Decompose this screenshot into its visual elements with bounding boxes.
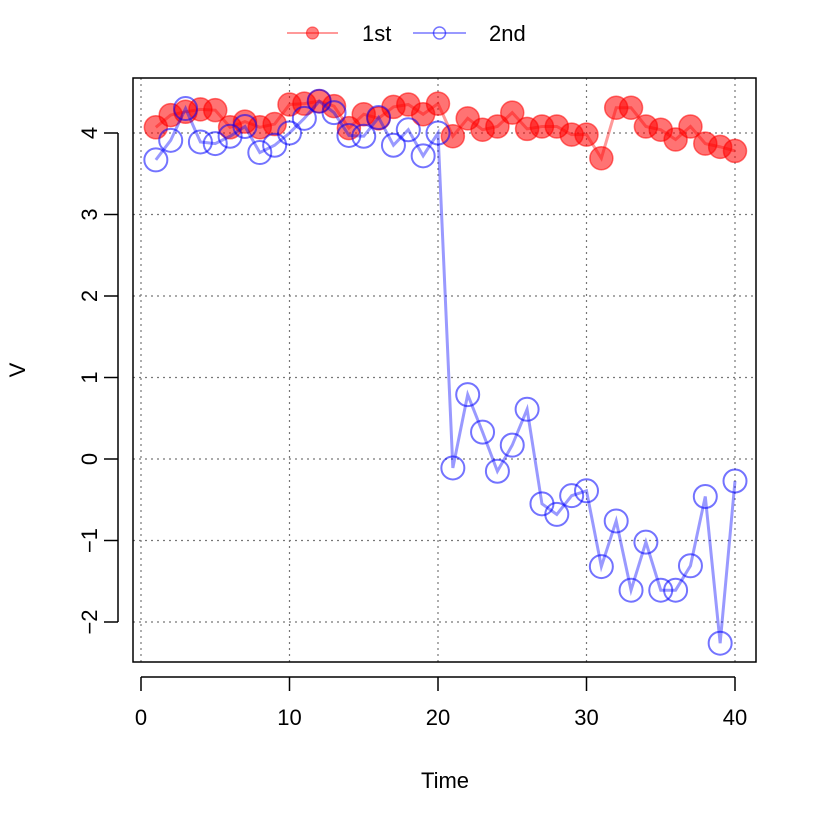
x-axis: 0 10 20 30 40 — [135, 676, 747, 730]
data-point — [321, 100, 347, 126]
data-point — [262, 111, 287, 137]
x-tick-label: 10 — [277, 705, 301, 730]
plot-frame — [132, 77, 757, 663]
data-point — [633, 529, 659, 555]
legend-item: 1st — [287, 21, 391, 46]
data-point — [321, 93, 347, 119]
legend-marker — [432, 26, 447, 40]
x-axis-label: Time — [421, 768, 469, 793]
legend-marker — [305, 26, 320, 40]
data-point — [663, 577, 689, 603]
data-point — [470, 419, 496, 445]
data-point — [202, 131, 228, 157]
legend-label: 2nd — [489, 21, 526, 46]
data-point — [203, 97, 228, 123]
data-point — [158, 127, 184, 153]
data-point — [574, 122, 599, 147]
data-point — [722, 138, 748, 164]
y-tick-label: 3 — [77, 208, 102, 220]
series-layer — [143, 88, 748, 656]
data-point — [232, 113, 258, 139]
legend: 1st 2nd — [287, 21, 526, 46]
x-tick-label: 40 — [723, 705, 747, 730]
y-axis: −2 −1 0 1 2 3 4 — [77, 127, 119, 635]
data-point — [588, 554, 614, 580]
data-point — [677, 553, 703, 579]
data-point — [499, 432, 525, 458]
series-2 — [143, 88, 748, 656]
data-point — [618, 95, 644, 120]
series-line — [154, 99, 737, 644]
y-tick-label: 4 — [77, 127, 102, 139]
data-point — [455, 382, 481, 408]
y-tick-label: 0 — [77, 453, 102, 465]
grid-lines — [133, 78, 756, 662]
data-point — [589, 146, 614, 171]
data-point — [425, 120, 451, 146]
data-point — [722, 468, 748, 494]
data-point — [410, 143, 436, 169]
data-point — [187, 129, 213, 155]
data-point — [143, 147, 169, 173]
data-point — [291, 105, 317, 131]
data-point — [351, 123, 377, 149]
data-point — [618, 577, 644, 603]
data-point — [366, 105, 392, 131]
data-point — [217, 123, 243, 149]
y-axis-label: V — [5, 362, 30, 377]
data-point — [707, 630, 733, 656]
data-point — [603, 508, 629, 534]
legend-item: 2nd — [413, 21, 526, 46]
data-point — [247, 140, 273, 166]
data-point — [484, 458, 510, 484]
data-point — [380, 132, 406, 158]
data-point — [395, 117, 421, 143]
y-tick-label: 1 — [77, 371, 102, 383]
data-point — [440, 124, 466, 149]
y-tick-label: −2 — [77, 609, 102, 634]
data-point — [440, 455, 466, 481]
data-point — [262, 132, 288, 158]
data-point — [514, 396, 540, 422]
y-tick-label: 2 — [77, 290, 102, 302]
data-point — [678, 114, 703, 139]
data-point — [692, 483, 718, 509]
y-tick-label: −1 — [77, 528, 102, 553]
x-tick-label: 0 — [135, 705, 147, 730]
data-point — [425, 91, 451, 116]
data-point — [173, 96, 199, 122]
x-tick-label: 20 — [426, 705, 450, 730]
data-point — [544, 501, 570, 527]
legend-label: 1st — [362, 21, 391, 46]
data-point — [574, 478, 599, 504]
data-point — [336, 122, 362, 148]
data-point — [559, 483, 585, 509]
x-tick-label: 30 — [574, 705, 598, 730]
data-point — [277, 120, 302, 146]
data-point — [500, 100, 525, 125]
data-point — [648, 577, 674, 603]
